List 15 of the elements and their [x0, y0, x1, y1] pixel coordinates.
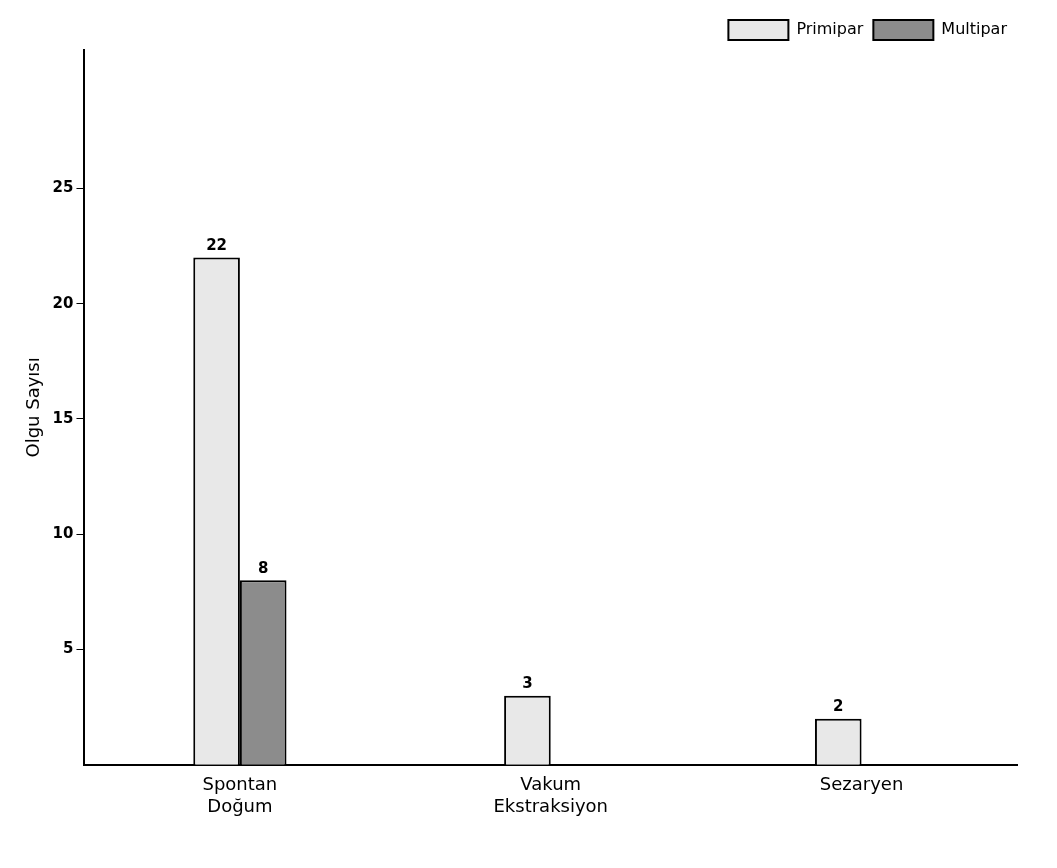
y-tick-label: 5	[63, 639, 74, 658]
data-label: 2	[833, 697, 844, 716]
x-tick-label: Sezaryen	[819, 773, 904, 795]
legend-label: Primipar	[796, 19, 864, 39]
data-label: 8	[257, 558, 269, 577]
y-tick-label: 10	[52, 524, 74, 543]
y-tick-label: 15	[52, 408, 74, 427]
y-axis-title: Olgu Sayısı	[22, 357, 44, 458]
data-label: 3	[522, 674, 533, 693]
data-label: 22	[206, 235, 228, 254]
x-tick-label: Spontan Doğum	[202, 773, 278, 816]
legend-label: Multipar	[941, 19, 1008, 39]
x-tick-label: Vakum Ekstraksiyon	[493, 773, 609, 816]
y-tick-label: 20	[52, 293, 74, 312]
y-tick-label: 25	[52, 178, 74, 197]
